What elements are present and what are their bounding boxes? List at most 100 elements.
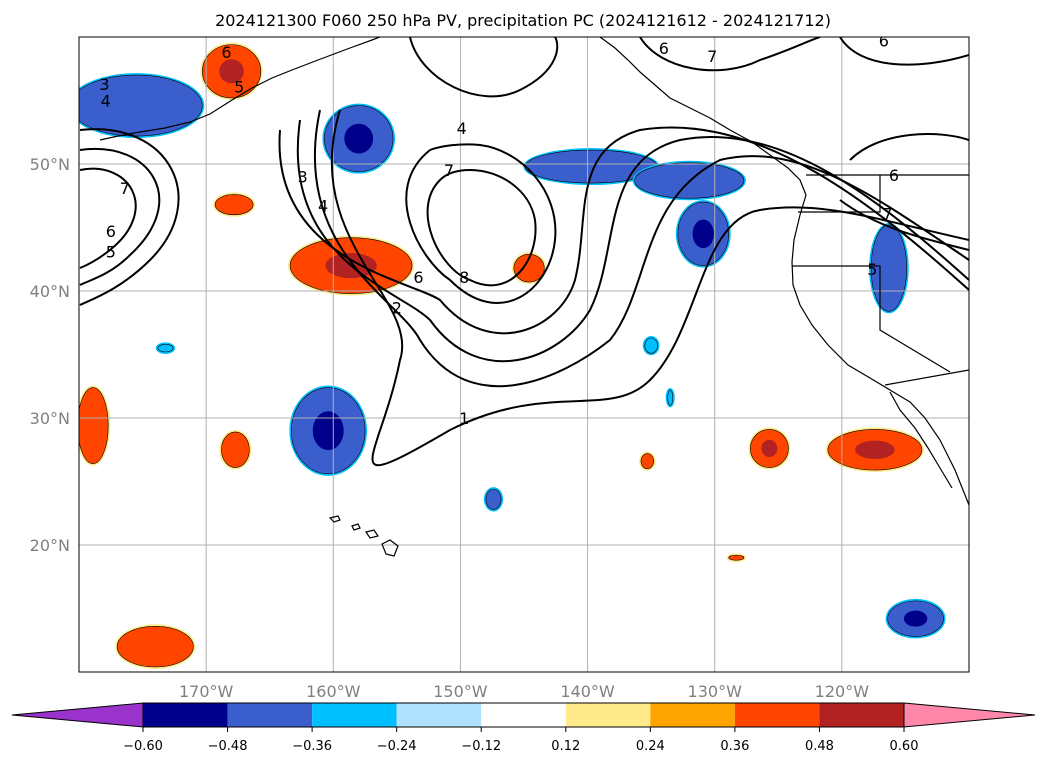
precip-area — [511, 252, 547, 285]
pv-contour-7 — [79, 128, 180, 306]
precip-area-fill — [513, 253, 545, 283]
hawaii-islands — [328, 515, 399, 557]
contour-label: 6 — [889, 166, 899, 185]
precip-area-core — [903, 610, 928, 627]
precip-area-core — [344, 123, 374, 154]
precip-area — [675, 200, 731, 268]
x-axis-ticks: 170°W 160°W 150°W 140°W 130°W 120°W — [179, 682, 869, 701]
precip-area — [885, 598, 946, 639]
contour-label: 4 — [457, 119, 467, 138]
precip-area-core — [855, 440, 895, 459]
precip-area — [219, 429, 252, 470]
precip-area-fill — [221, 431, 250, 468]
x-tick-label: 130°W — [688, 682, 743, 701]
x-tick-label: 140°W — [560, 682, 615, 701]
alaska-panhandle-coastline — [599, 37, 807, 196]
contour-label: 6 — [879, 32, 889, 51]
colorbar-frame — [142, 702, 905, 728]
colorbar-tick-label: −0.36 — [292, 739, 332, 754]
contour-label: 1 — [459, 409, 469, 428]
pv-contour-8 — [79, 147, 161, 286]
precip-area-fill — [640, 453, 654, 470]
precip-area-core — [761, 439, 778, 458]
pv-contour-layer — [79, 37, 969, 467]
precip-area — [748, 427, 791, 470]
map-frame — [78, 36, 970, 673]
precip-area — [115, 624, 196, 669]
alaska-coastline — [99, 37, 381, 141]
precip-area-fill — [157, 344, 174, 353]
colorbar-extend-low — [11, 702, 144, 728]
precip-area — [213, 192, 256, 217]
pv-contour-1 — [330, 109, 969, 467]
contour-label: 7 — [444, 161, 454, 180]
precip-area-fill — [214, 194, 254, 216]
contour-label: 6 — [413, 268, 423, 287]
contour-label: 5 — [867, 260, 877, 279]
y-tick-label: 30°N — [30, 409, 70, 428]
precip-area-core — [312, 411, 344, 451]
state-border-wa-or — [798, 175, 881, 213]
colorbar-tick-label: 0.12 — [551, 739, 580, 754]
pv-contour-4 — [278, 126, 969, 335]
contour-label: 4 — [101, 91, 111, 110]
precip-area-fill — [728, 554, 745, 561]
precip-area-core — [692, 219, 714, 249]
contour-label: 5 — [106, 242, 116, 261]
precip-area — [79, 73, 205, 139]
precip-area — [483, 487, 504, 512]
precip-area — [79, 385, 111, 466]
colorbar-segment — [565, 703, 651, 727]
pv-contour-9 — [79, 167, 137, 269]
contour-label: 6 — [659, 39, 669, 58]
pv-contour-10 — [409, 37, 559, 98]
colorbar-segment — [396, 703, 482, 727]
y-axis-ticks: 20°N 30°N 40°N 50°N — [30, 155, 70, 555]
colorbar-extend-high — [903, 702, 1036, 728]
pv-contour-3 — [296, 119, 969, 363]
precip-area — [322, 103, 396, 174]
colorbar-tick-label: 0.60 — [890, 739, 919, 754]
precip-area-fill — [485, 488, 502, 510]
contour-label: 8 — [459, 268, 469, 287]
precip-area — [825, 427, 924, 473]
us-mexico-border — [884, 369, 969, 386]
precip-anomaly-layer — [79, 42, 946, 669]
colorbar-segment — [650, 703, 735, 727]
precip-area — [665, 388, 675, 408]
precip-area-fill — [79, 387, 109, 465]
state-border-or-ca — [792, 265, 951, 373]
colorbar-segment — [819, 703, 904, 727]
pv-contour-5 — [405, 143, 557, 304]
contour-label: 3 — [99, 75, 109, 94]
colorbar-tick-label: −0.48 — [208, 739, 248, 754]
precip-area — [200, 42, 263, 100]
precip-area — [289, 385, 368, 476]
pv-contour-11 — [639, 37, 821, 72]
colorbar-segment — [143, 703, 228, 727]
chart-title: 2024121300 F060 250 hPa PV, precipitatio… — [215, 11, 831, 30]
colorbar-tick-label: −0.24 — [377, 739, 417, 754]
x-tick-label: 120°W — [815, 682, 870, 701]
colorbar-tick-label: −0.60 — [123, 739, 163, 754]
contour-label: 2 — [392, 298, 402, 317]
y-tick-label: 50°N — [30, 155, 70, 174]
precip-area — [726, 553, 746, 563]
contour-label: 5 — [234, 77, 244, 96]
precip-area — [642, 335, 660, 356]
contour-label: 3 — [298, 167, 308, 186]
baja-coastline — [889, 391, 953, 489]
west-coast-coastline — [791, 194, 969, 506]
x-tick-label: 160°W — [306, 682, 361, 701]
precip-area-core — [219, 59, 244, 84]
y-tick-label: 20°N — [30, 536, 70, 555]
pv-contour-14 — [839, 199, 969, 251]
colorbar-segment — [734, 703, 820, 727]
precip-area-fill — [116, 625, 194, 668]
contour-label: 7 — [707, 47, 717, 66]
coastline-layer — [99, 37, 969, 557]
precip-area-fill — [644, 337, 658, 354]
